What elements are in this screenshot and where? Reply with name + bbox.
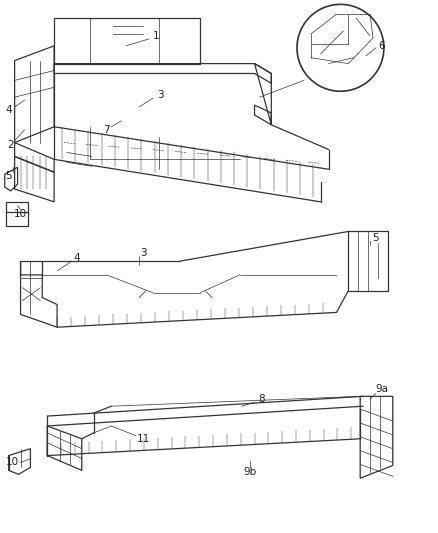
Text: 8: 8 [258, 394, 265, 405]
Text: 10: 10 [6, 457, 19, 467]
Text: 5: 5 [5, 171, 12, 181]
Text: 9a: 9a [375, 384, 389, 394]
Text: 7: 7 [103, 125, 110, 135]
Text: 10: 10 [14, 209, 27, 219]
Text: 4: 4 [74, 253, 80, 263]
Text: 5: 5 [373, 233, 379, 244]
Text: 3: 3 [140, 248, 146, 258]
Text: 1: 1 [152, 31, 159, 41]
Text: 9b: 9b [243, 467, 256, 478]
Text: 3: 3 [157, 90, 164, 100]
Text: 11: 11 [136, 434, 150, 444]
Text: 6: 6 [378, 41, 385, 51]
Text: 2: 2 [7, 140, 14, 150]
Text: 4: 4 [5, 105, 12, 115]
